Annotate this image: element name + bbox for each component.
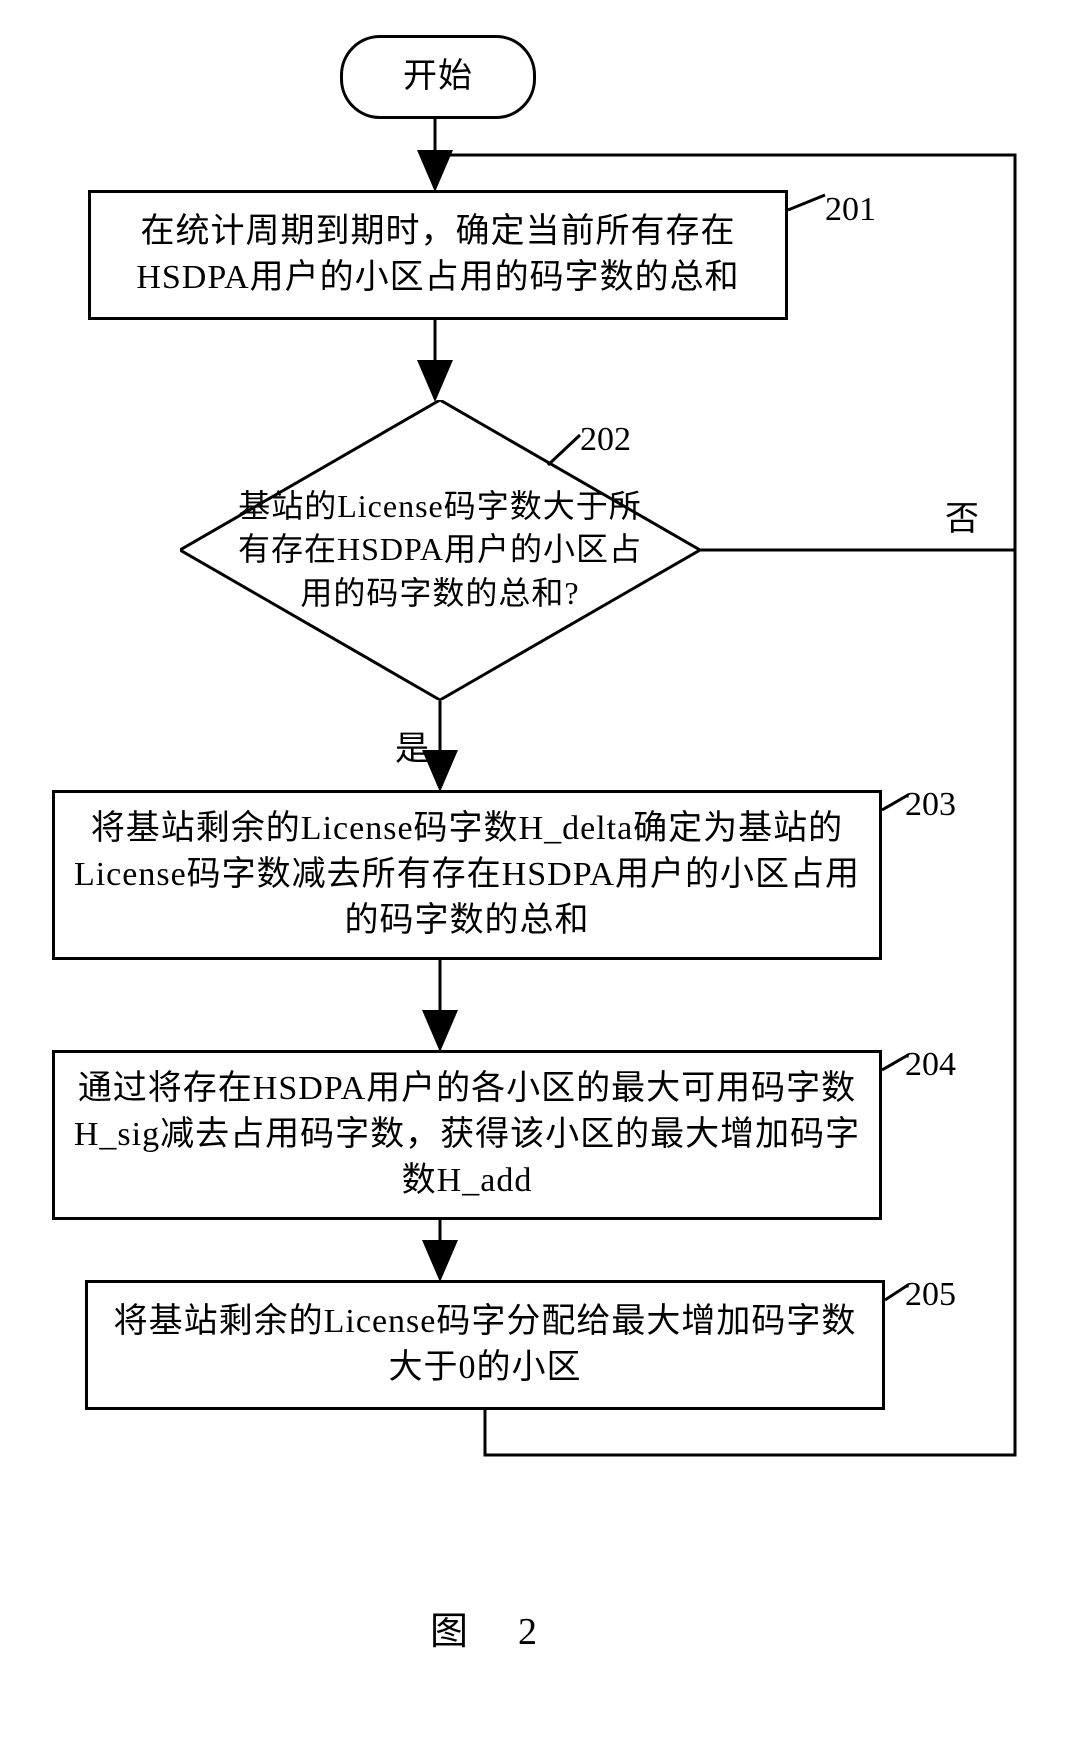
no-label: 否 — [945, 500, 979, 541]
process-205: 将基站剩余的License码字分配给最大增加码字数大于0的小区 — [85, 1280, 885, 1410]
ref-204: 204 — [905, 1045, 956, 1086]
process-201: 在统计周期到期时，确定当前所有存在HSDPA用户的小区占用的码字数的总和 — [88, 190, 788, 320]
ref-201: 201 — [825, 190, 876, 231]
decision-202-text: 基站的License码字数大于所有存在HSDPA用户的小区占用的码字数的总和? — [235, 485, 645, 615]
flowchart-canvas: 开始 在统计周期到期时，确定当前所有存在HSDPA用户的小区占用的码字数的总和 … — [0, 0, 1075, 1751]
process-203: 将基站剩余的License码字数H_delta确定为基站的License码字数减… — [52, 790, 882, 960]
yes-label: 是 — [395, 730, 429, 771]
start-label: 开始 — [403, 54, 473, 100]
ref-203: 203 — [905, 785, 956, 826]
process-204-text: 通过将存在HSDPA用户的各小区的最大可用码字数H_sig减去占用码字数，获得该… — [69, 1066, 865, 1204]
figure-caption: 图 2 — [430, 1600, 543, 1655]
ref-202: 202 — [580, 420, 631, 461]
start-terminator: 开始 — [340, 35, 536, 119]
process-201-text: 在统计周期到期时，确定当前所有存在HSDPA用户的小区占用的码字数的总和 — [105, 209, 771, 301]
process-205-text: 将基站剩余的License码字分配给最大增加码字数大于0的小区 — [102, 1299, 868, 1391]
process-203-text: 将基站剩余的License码字数H_delta确定为基站的License码字数减… — [69, 806, 865, 944]
process-204: 通过将存在HSDPA用户的各小区的最大可用码字数H_sig减去占用码字数，获得该… — [52, 1050, 882, 1220]
ref-205: 205 — [905, 1275, 956, 1316]
